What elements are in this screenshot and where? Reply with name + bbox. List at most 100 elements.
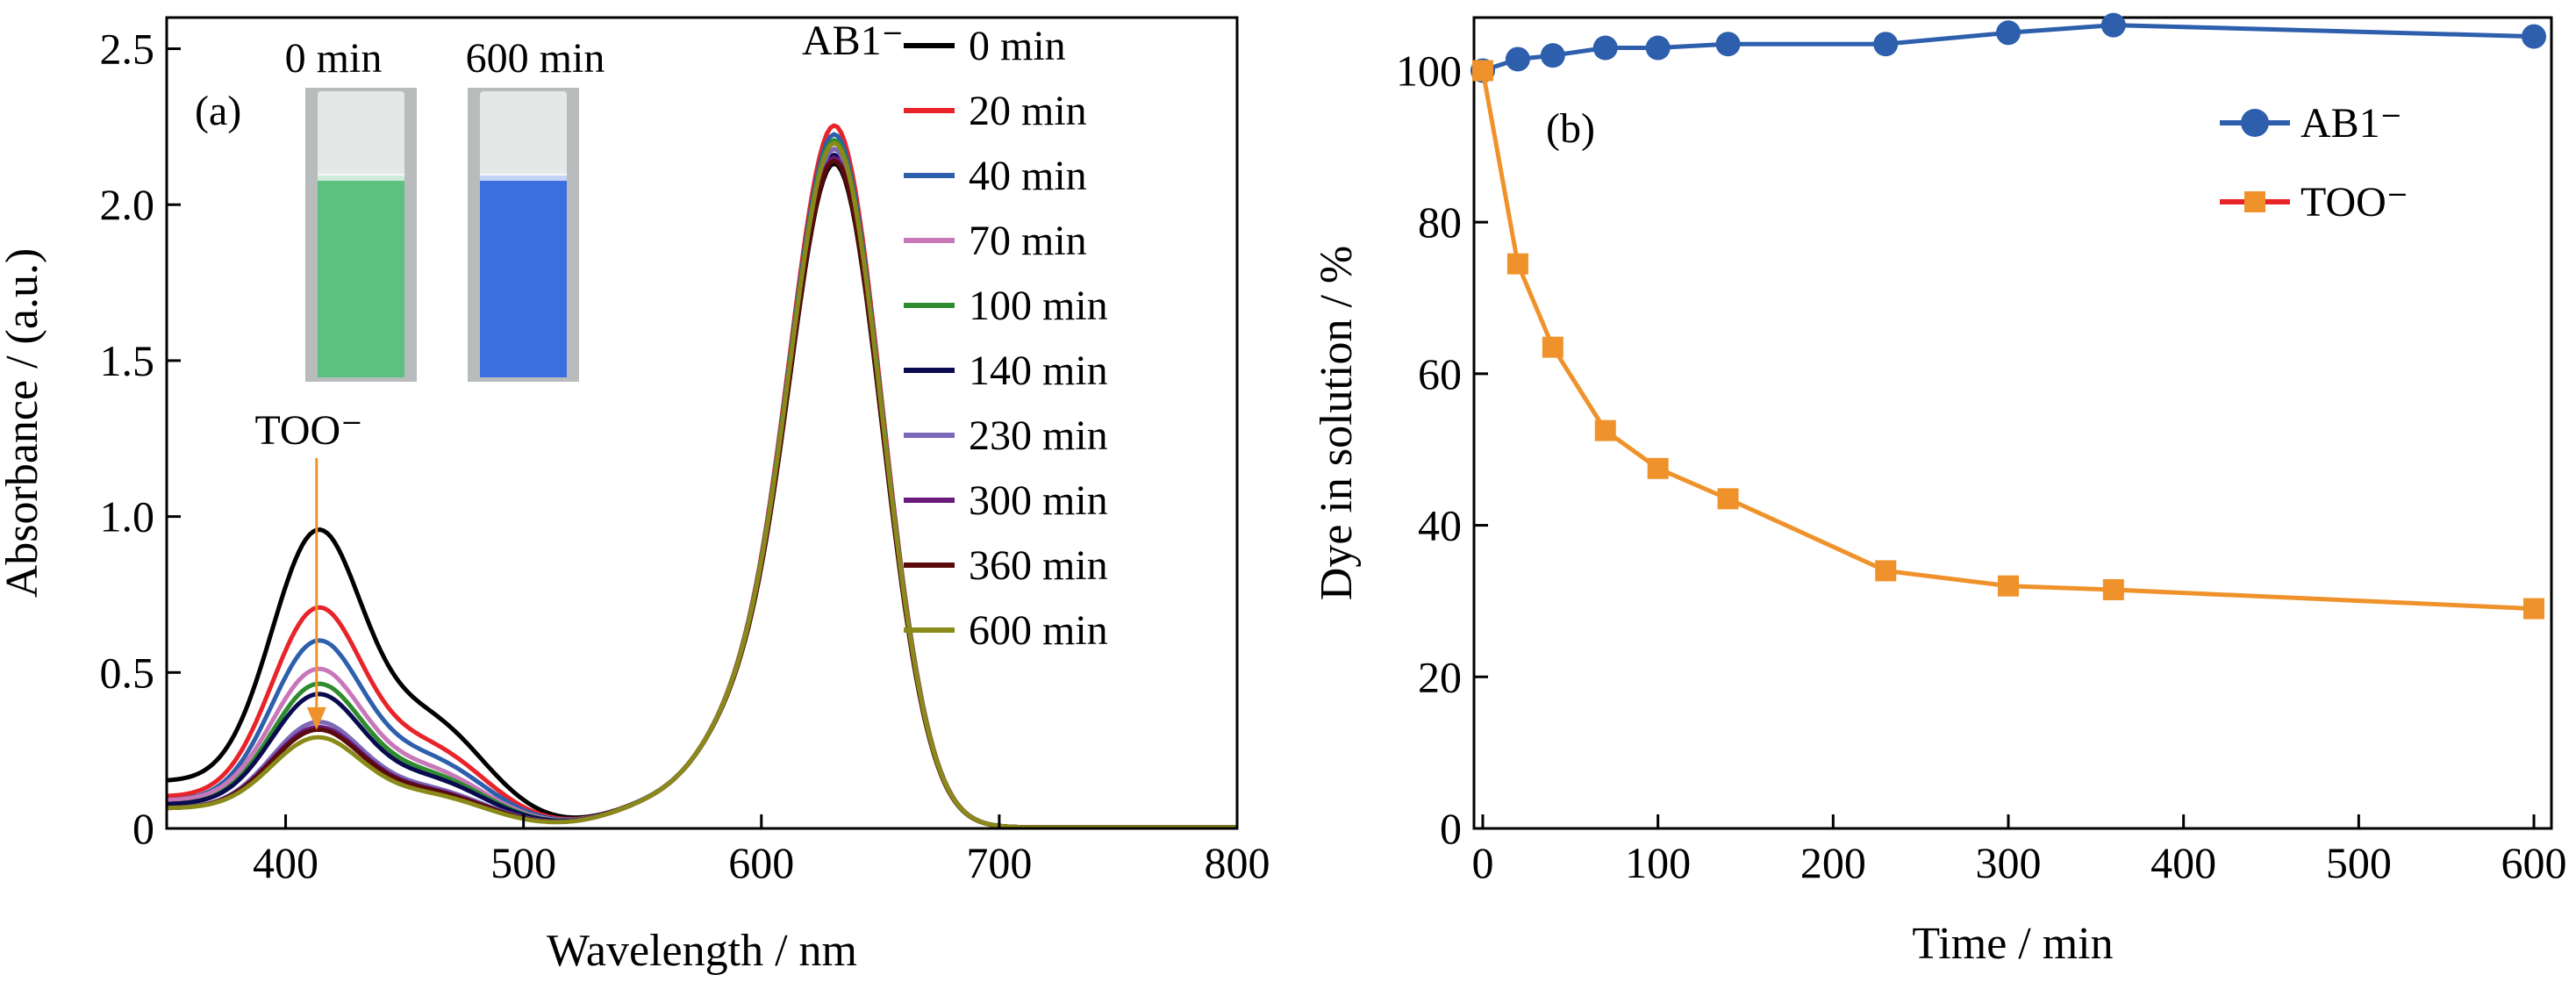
- legend-label: 230 min: [969, 412, 1108, 459]
- too-peak-annotation: TOO⁻: [254, 407, 362, 454]
- legend-label: TOO⁻: [2301, 179, 2408, 226]
- legend-label: 0 min: [969, 23, 1066, 69]
- y-axis-ticks-a: 0 0.5 1.0 1.5 2.0 2.5: [100, 25, 181, 853]
- legend-label: 100 min: [969, 283, 1108, 329]
- x-axis-title-a: Wavelength / nm: [547, 926, 857, 976]
- y-axis-ticks-b: 0 20 40 60 80 100: [1396, 46, 1488, 853]
- cuvette-photo: [305, 88, 579, 382]
- legend-item-360-min: 360 min: [904, 542, 1108, 589]
- legend-label: 40 min: [969, 153, 1087, 199]
- y-tick-label: 0.5: [100, 648, 155, 697]
- y-tick-label: 1.0: [100, 492, 155, 541]
- x-tick-label: 600: [728, 838, 794, 887]
- x-tick-label: 400: [2150, 838, 2216, 887]
- y-tick-label: 20: [1418, 652, 1462, 701]
- data-point: [1645, 35, 1671, 61]
- y-tick-label: 80: [1418, 197, 1462, 247]
- y-tick-label: 1.5: [100, 336, 155, 385]
- panel-a-absorbance-chart: 400 500 600 700 800 0 0.5 1.0 1.5 2.0 2.5 Wavelen…: [0, 16, 1270, 976]
- plot-frame-a: [165, 16, 1239, 830]
- legend-label: AB1⁻: [2301, 100, 2402, 147]
- data-point: [2102, 578, 2124, 600]
- x-tick-label: 0: [1471, 838, 1493, 887]
- legend-item-20-min: 20 min: [904, 88, 1087, 134]
- legend-swatch-marker: [2241, 109, 2269, 137]
- ab1-peak-annotation: AB1⁻: [802, 18, 904, 64]
- cuvette-600min: [468, 88, 579, 382]
- legend-item-too: TOO⁻: [2220, 179, 2408, 226]
- legend-swatch-marker: [2244, 191, 2265, 212]
- legend-item-70-min: 70 min: [904, 218, 1087, 264]
- data-point: [1471, 60, 1493, 82]
- y-axis-title-a: Absorbance / (a.u.): [0, 248, 47, 599]
- data-point: [1717, 488, 1739, 510]
- y-tick-label: 60: [1418, 349, 1462, 398]
- series-ab1: [1470, 12, 2547, 83]
- x-tick-label: 200: [1800, 838, 1866, 887]
- cuvette-0min: [305, 88, 417, 382]
- data-point: [1647, 457, 1669, 479]
- x-tick-label: 400: [253, 838, 318, 887]
- legend-item-230-min: 230 min: [904, 412, 1108, 459]
- legend-label: 20 min: [969, 88, 1087, 134]
- panel-b-dye-chart: 0 100 200 300 400 500 600 0 20 40 60 80 100 Time / …: [1312, 12, 2567, 969]
- legend-b: AB1⁻ TOO⁻: [2220, 100, 2408, 226]
- y-axis-title-b: Dye in solution / %: [1312, 246, 1362, 600]
- data-point: [2523, 598, 2545, 620]
- legend-item-100-min: 100 min: [904, 283, 1108, 329]
- legend-item-0-min: 0 min: [904, 23, 1066, 69]
- photo-label-0min: 0 min: [285, 35, 383, 82]
- data-point: [1875, 560, 1897, 582]
- legend-label: 70 min: [969, 218, 1087, 264]
- x-tick-label: 700: [966, 838, 1032, 887]
- series-too: [1471, 60, 2545, 620]
- x-tick-label: 600: [2501, 838, 2567, 887]
- data-point: [1715, 32, 1741, 57]
- x-axis-ticks-b: 0 100 200 300 400 500 600: [1471, 814, 2567, 887]
- panel-label-b: (b): [1546, 105, 1595, 152]
- data-point: [2100, 12, 2126, 38]
- y-tick-label: 2.5: [100, 25, 155, 74]
- x-tick-label: 100: [1625, 838, 1691, 887]
- legend-item-600-min: 600 min: [904, 607, 1108, 654]
- data-point: [2522, 24, 2547, 49]
- legend-item-300-min: 300 min: [904, 477, 1108, 524]
- data-point: [1996, 20, 2021, 46]
- y-tick-label: 40: [1418, 501, 1462, 550]
- y-tick-label: 2.0: [100, 180, 155, 229]
- legend-label: 600 min: [969, 607, 1108, 654]
- data-point: [1542, 336, 1563, 358]
- legend-a: 0 min 20 min 40 min 70 min 100 min 140 min 230…: [904, 23, 1108, 654]
- legend-label: 140 min: [969, 348, 1108, 394]
- y-tick-label: 0: [132, 804, 154, 853]
- series-line: [1480, 69, 2535, 612]
- plot-frame-b: [1472, 16, 2553, 830]
- legend-label: 300 min: [969, 477, 1108, 524]
- too-arrow-head: [306, 706, 326, 730]
- panel-label-a: (a): [195, 88, 241, 134]
- x-axis-ticks-a: 400 500 600 700 800: [253, 814, 1270, 887]
- data-point: [1506, 253, 1528, 275]
- x-axis-title-b: Time / min: [1912, 919, 2113, 969]
- data-point: [1594, 419, 1616, 441]
- y-tick-label: 0: [1440, 804, 1462, 853]
- x-tick-label: 800: [1205, 838, 1270, 887]
- photo-label-600min: 600 min: [466, 35, 605, 82]
- data-point: [1540, 43, 1565, 68]
- legend-item-40-min: 40 min: [904, 153, 1087, 199]
- legend-item-ab1: AB1⁻: [2220, 100, 2402, 147]
- series-line: [1482, 23, 2535, 73]
- dye-series: [1470, 12, 2547, 620]
- x-tick-label: 500: [490, 838, 556, 887]
- y-tick-label: 100: [1396, 46, 1462, 95]
- legend-item-140-min: 140 min: [904, 348, 1108, 394]
- data-point: [1873, 32, 1899, 57]
- data-point: [1592, 35, 1618, 61]
- data-point: [1505, 47, 1530, 72]
- x-tick-label: 500: [2326, 838, 2392, 887]
- data-point: [1998, 575, 2020, 597]
- x-tick-label: 300: [1976, 838, 2042, 887]
- legend-label: 360 min: [969, 542, 1108, 589]
- too-arrow: [306, 458, 326, 730]
